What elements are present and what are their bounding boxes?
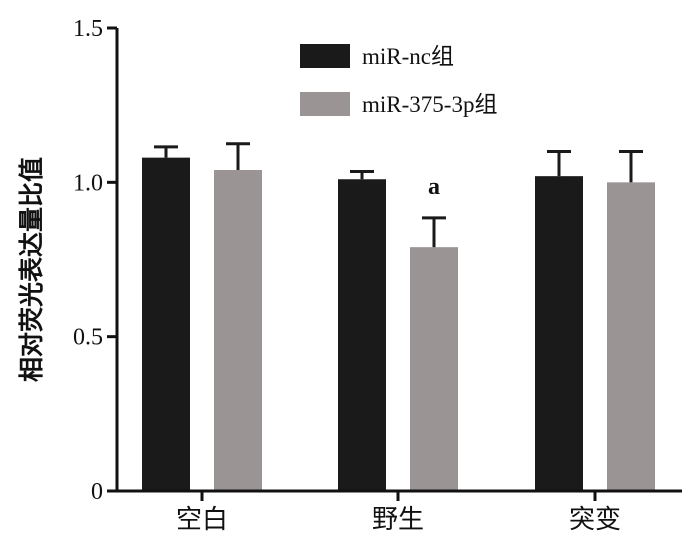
x-tick-label-0: 空白 bbox=[176, 505, 228, 535]
bar-mir-nc-0 bbox=[142, 157, 190, 491]
x-tick-label-2: 突变 bbox=[569, 505, 621, 535]
bar-mir-nc-2 bbox=[535, 176, 583, 491]
significance-label: a bbox=[428, 174, 440, 200]
axes-layer: 0 0.5 1.0 1.5 空白 野生 突变 bbox=[73, 16, 682, 535]
y-tick-label-3: 1.5 bbox=[73, 16, 103, 42]
y-tick-label-2: 1.0 bbox=[73, 170, 103, 196]
bar-mir-375-3p-2 bbox=[607, 182, 655, 492]
y-tick-label-0: 0 bbox=[91, 479, 103, 505]
legend-label-0: miR-nc组 bbox=[362, 44, 454, 69]
legend-label-1: miR-375-3p组 bbox=[362, 92, 497, 117]
x-tick-label-1: 野生 bbox=[372, 505, 424, 535]
legend-swatch-0 bbox=[300, 44, 350, 68]
bars-layer: a bbox=[142, 142, 655, 492]
bar-mir-nc-1 bbox=[338, 179, 386, 491]
legend: miR-nc组 miR-375-3p组 bbox=[300, 44, 497, 117]
bar-mir-375-3p-0 bbox=[214, 169, 262, 491]
bar-mir-375-3p-1 bbox=[410, 247, 458, 491]
y-tick-label-1: 0.5 bbox=[73, 325, 103, 351]
y-axis-label: 相对荧光表达量比值 bbox=[17, 157, 46, 382]
legend-swatch-1 bbox=[300, 92, 350, 116]
